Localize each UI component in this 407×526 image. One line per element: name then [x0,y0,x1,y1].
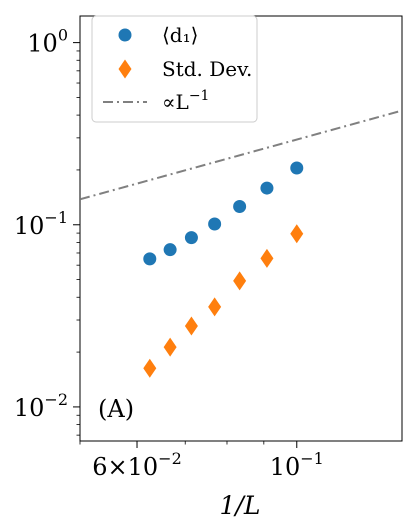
y-tick-label: 100 [27,26,68,58]
legend: ⟨d₁⟩ Std. Dev. ∝L−1 [91,15,258,123]
legend-marker [118,59,132,79]
data-point [184,231,198,245]
data-point [208,217,222,231]
reference-line [80,109,402,201]
data-point [163,243,177,257]
data-point [260,248,274,268]
x-tick-label: 6×10−2 [92,449,182,481]
x-axis-label: 1/L [220,491,261,520]
y-tick-label: 10−1 [14,208,68,240]
data-point [208,297,222,317]
data-point [233,199,247,213]
data-point [143,252,157,266]
data-point [143,358,157,378]
legend-item: ⟨d₁⟩ [118,23,198,47]
data-point [290,224,304,244]
data-point [163,337,177,357]
series-0 [143,161,304,266]
legend-item: ∝L−1 [103,88,209,114]
legend-box [91,15,258,123]
legend-marker [118,28,132,42]
legend-label: ⟨d₁⟩ [162,23,198,47]
x-tick-label: 10−1 [270,449,324,481]
series-1 [143,224,304,378]
data-point [290,161,304,175]
legend-label: Std. Dev. [162,57,252,81]
y-tick-label: 10−2 [14,390,68,422]
panel-label: (A) [98,395,134,423]
data-point [184,316,198,336]
series-2 [80,109,402,201]
legend-label: ∝L−1 [162,88,209,114]
data-point [233,271,247,291]
legend-item: Std. Dev. [118,57,252,81]
data-point [260,181,274,195]
